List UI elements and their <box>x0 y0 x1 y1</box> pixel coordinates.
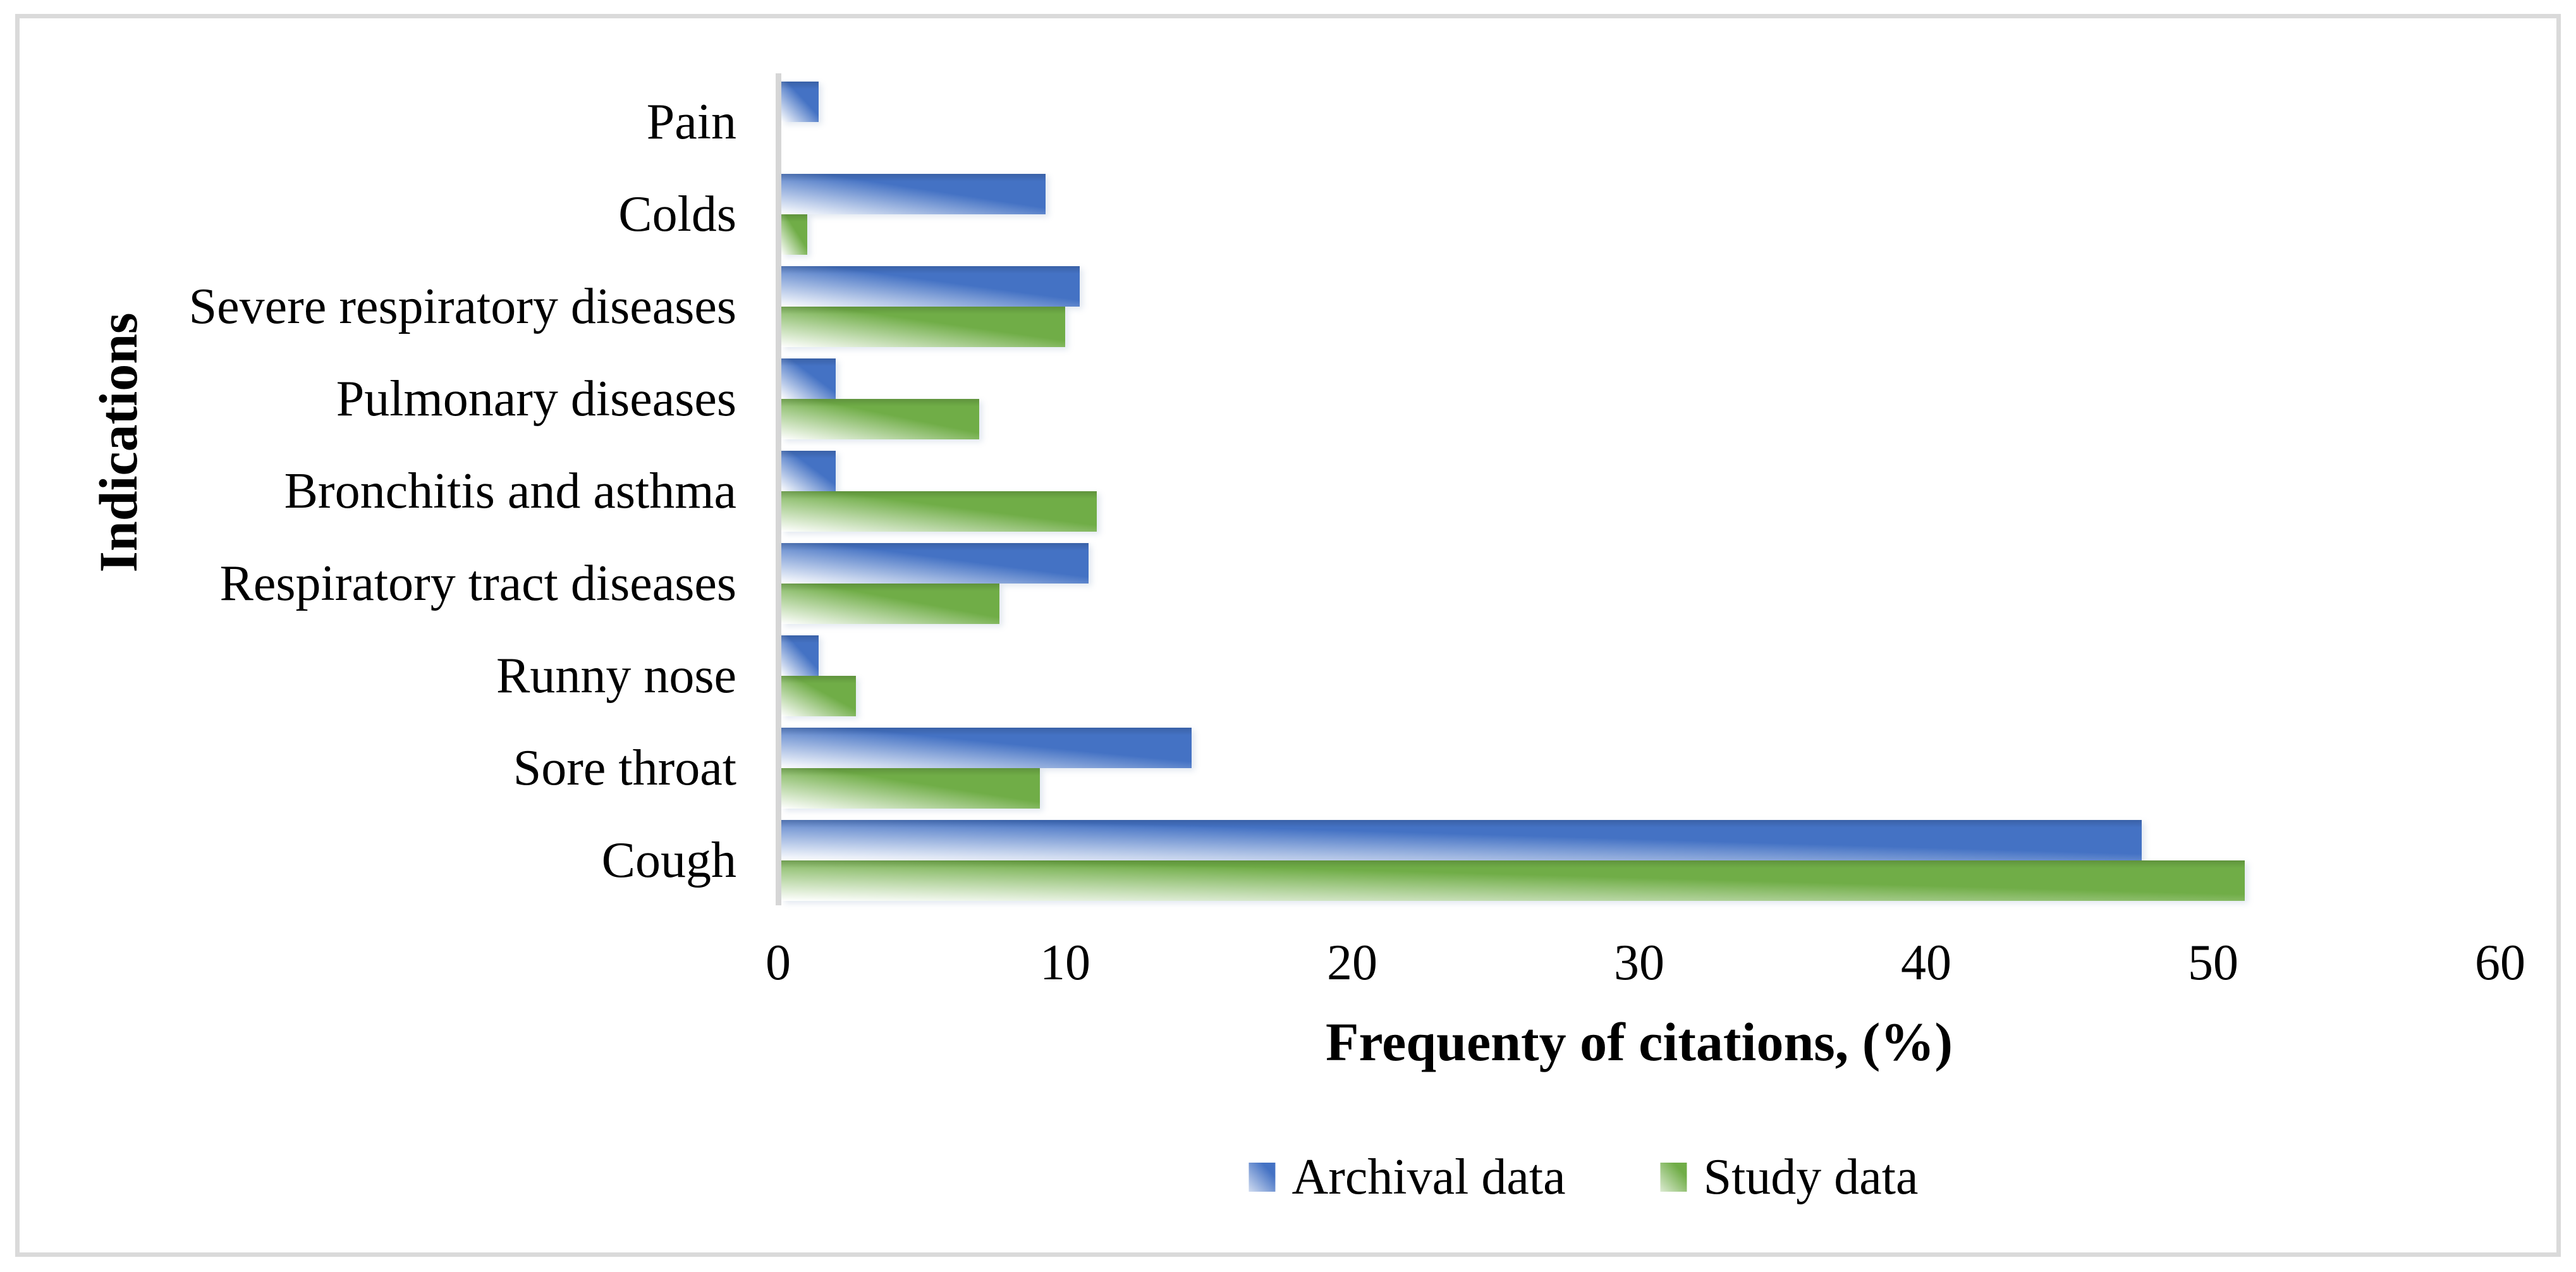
x-tick-label-30: 30 <box>1614 935 1664 991</box>
category-label-cough: Cough <box>601 833 736 888</box>
bar-archival-data-runny-nose <box>781 635 819 676</box>
x-tick-label-0: 0 <box>766 935 791 991</box>
category-label-sore-throat: Sore throat <box>513 740 736 796</box>
legend-label-study-data: Study data <box>1703 1149 1919 1205</box>
bar-study-data-bronchitis-and-asthma <box>781 491 1097 532</box>
bar-study-data-sore-throat <box>781 768 1040 809</box>
category-label-runny-nose: Runny nose <box>496 648 736 704</box>
bar-study-data-colds <box>781 214 807 255</box>
bar-study-data-respiratory-tract-diseases <box>781 584 999 624</box>
bar-archival-data-bronchitis-and-asthma <box>781 451 836 491</box>
x-tick-label-10: 10 <box>1040 935 1090 991</box>
x-tick-label-40: 40 <box>1901 935 1951 991</box>
x-tick-label-60: 60 <box>2475 935 2525 991</box>
category-label-colds: Colds <box>618 187 736 242</box>
category-label-pain: Pain <box>646 94 736 150</box>
category-label-pulmonary-diseases: Pulmonary diseases <box>336 371 736 427</box>
bar-study-data-runny-nose <box>781 676 856 716</box>
bar-archival-data-pulmonary-diseases <box>781 358 836 399</box>
bar-archival-data-colds <box>781 174 1046 214</box>
legend-item-archival-data: Archival data <box>1248 1149 1566 1205</box>
bar-archival-data-cough <box>781 820 2142 860</box>
category-label-bronchitis-and-asthma: Bronchitis and asthma <box>284 463 736 519</box>
x-tick-label-20: 20 <box>1327 935 1377 991</box>
chart-frame <box>15 14 2561 1257</box>
category-label-respiratory-tract-diseases: Respiratory tract diseases <box>219 556 737 611</box>
category-label-severe-respiratory-diseases: Severe respiratory diseases <box>188 279 736 334</box>
legend-item-study-data: Study data <box>1660 1149 1919 1205</box>
legend: Archival data Study data <box>1248 1149 1919 1205</box>
bar-archival-data-respiratory-tract-diseases <box>781 543 1089 584</box>
y-axis-title: Indications <box>88 312 149 573</box>
bar-archival-data-severe-respiratory-diseases <box>781 266 1080 307</box>
x-tick-label-50: 50 <box>2188 935 2238 991</box>
bar-study-data-cough <box>781 860 2245 901</box>
legend-swatch-study-data <box>1660 1163 1687 1192</box>
legend-label-archival-data: Archival data <box>1291 1149 1566 1205</box>
bar-archival-data-pain <box>781 82 819 122</box>
x-axis-title: Frequenty of citations, (%) <box>1325 1012 1953 1072</box>
bar-study-data-severe-respiratory-diseases <box>781 307 1065 347</box>
legend-swatch-archival-data <box>1248 1163 1276 1192</box>
y-axis-line <box>776 73 781 905</box>
bar-archival-data-sore-throat <box>781 728 1192 768</box>
bar-study-data-pulmonary-diseases <box>781 399 979 439</box>
